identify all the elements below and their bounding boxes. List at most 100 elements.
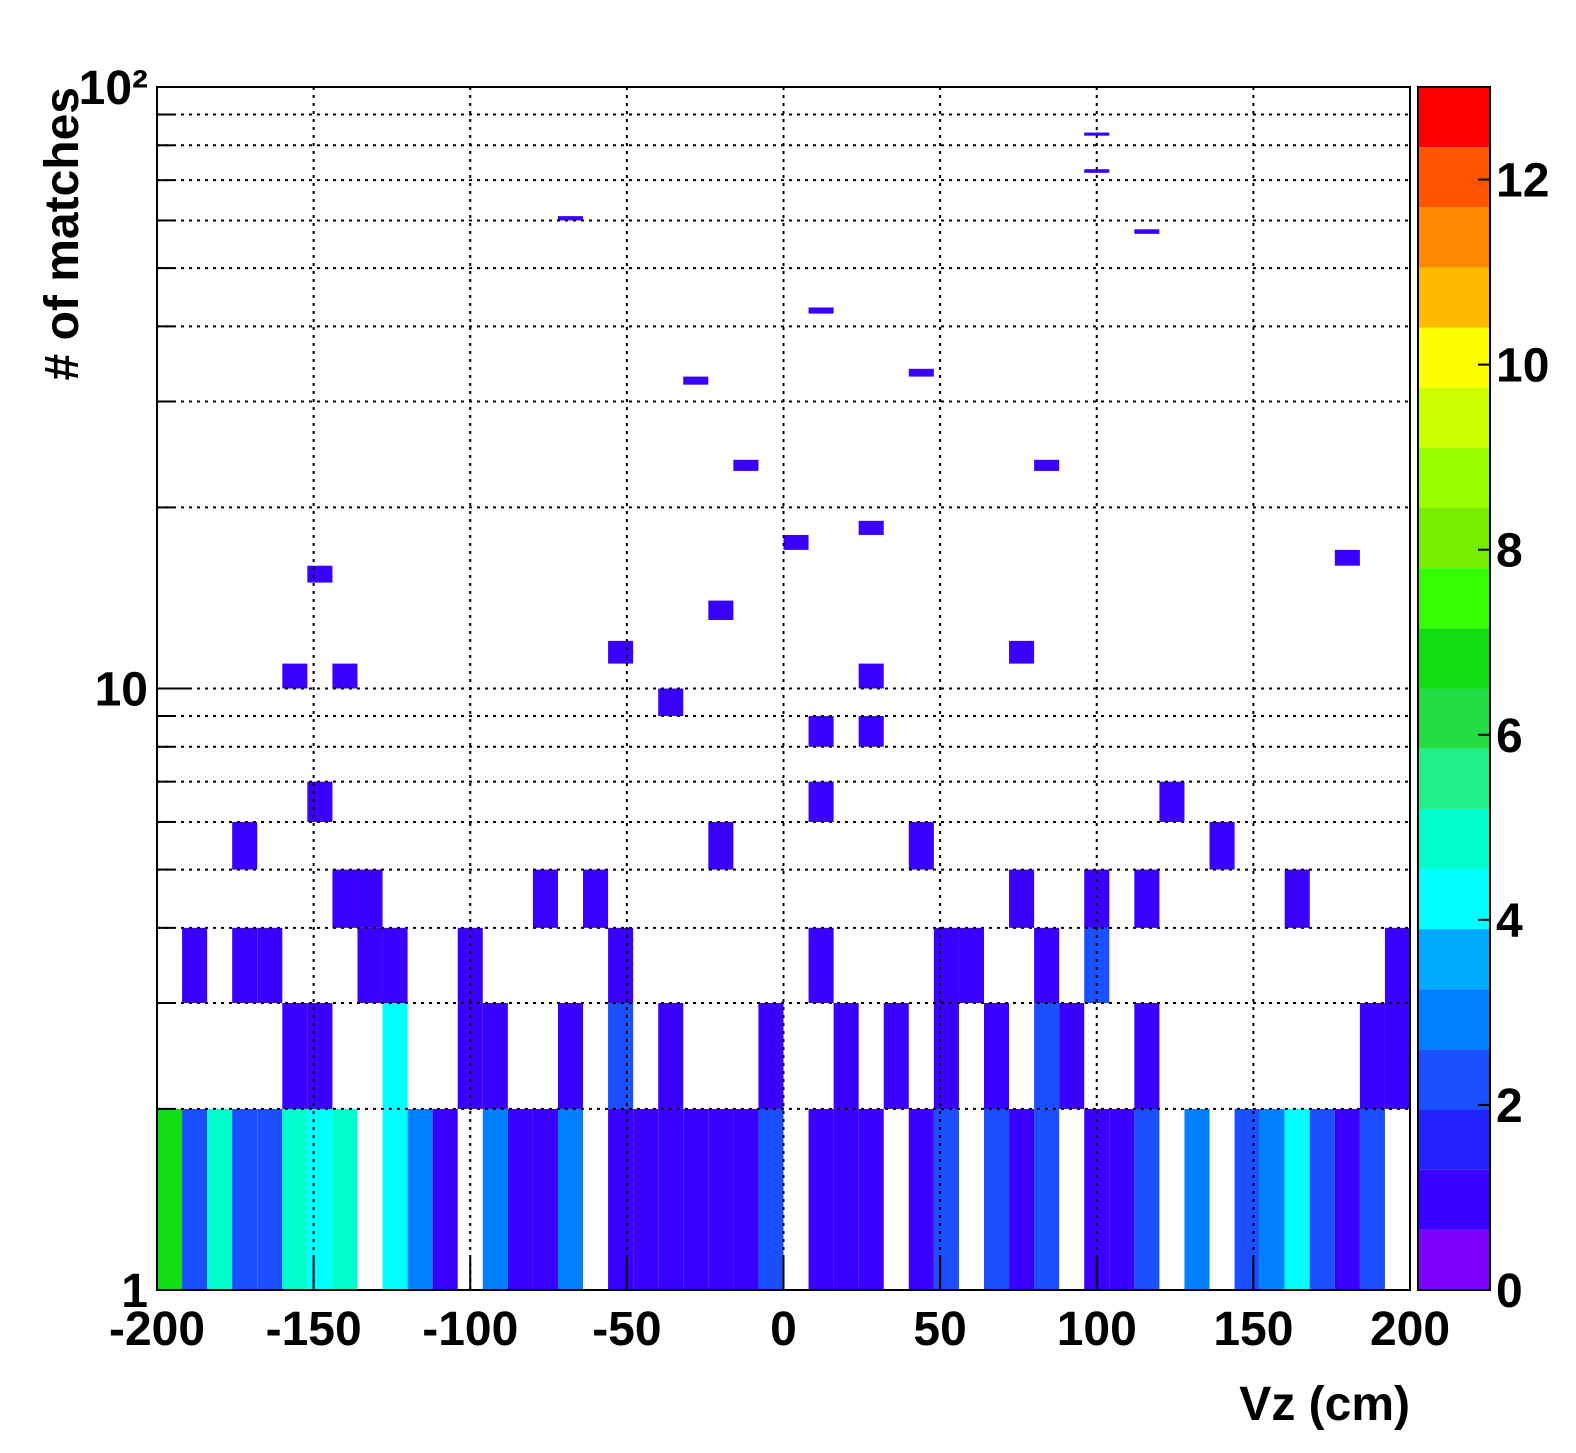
palette-band xyxy=(1418,688,1490,749)
y-tick-label: 10² xyxy=(79,62,148,115)
heatmap-cell xyxy=(1234,1108,1260,1290)
heatmap-cell xyxy=(708,821,734,870)
heatmap-cell xyxy=(307,1003,333,1109)
heatmap-cell xyxy=(282,1108,308,1290)
heatmap-cell xyxy=(1284,1108,1310,1290)
heatmap-cell xyxy=(808,1108,834,1290)
heatmap-cell xyxy=(1134,229,1160,234)
x-tick-label: 200 xyxy=(1370,1303,1450,1356)
z-tick-label: 4 xyxy=(1496,895,1523,948)
heatmap-cell xyxy=(933,927,959,1004)
heatmap-cell xyxy=(858,716,884,747)
heatmap-cell xyxy=(983,1003,1010,1109)
palette-band xyxy=(1418,387,1490,448)
y-tick-label: 10 xyxy=(95,664,148,717)
heatmap-cell xyxy=(808,307,834,314)
heatmap-cell xyxy=(332,1108,358,1290)
z-tick-label: 8 xyxy=(1496,525,1523,578)
palette-band xyxy=(1418,1049,1490,1110)
x-axis-label: Vz (cm) xyxy=(1239,1378,1410,1431)
y-axis-label: # of matches xyxy=(36,87,89,380)
palette-band xyxy=(1418,568,1490,629)
heatmap-cell xyxy=(1334,549,1360,566)
heatmap-cell xyxy=(733,459,759,471)
heatmap-cell xyxy=(1009,869,1035,928)
heatmap-cell xyxy=(1034,1108,1060,1290)
heatmap-cell xyxy=(1009,640,1035,664)
heatmap-cell xyxy=(307,565,333,583)
heatmap-cell xyxy=(232,1108,258,1290)
palette-band xyxy=(1418,1169,1490,1230)
heatmap-cell xyxy=(1384,927,1410,1004)
heatmap-cell xyxy=(357,927,383,1004)
z-tick-label: 2 xyxy=(1496,1080,1523,1133)
heatmap-cell xyxy=(557,1003,584,1109)
heatmap-cell xyxy=(182,927,208,1004)
palette-band xyxy=(1418,1109,1490,1170)
heatmap-cell xyxy=(1109,1108,1135,1290)
palette-band xyxy=(1418,147,1490,208)
colorbar-frame xyxy=(1417,86,1491,1291)
x-tick-label: -50 xyxy=(592,1303,661,1356)
heatmap-cell xyxy=(1209,821,1235,870)
heatmap-cell xyxy=(883,1003,909,1109)
palette-band xyxy=(1418,989,1490,1050)
heatmap-cell xyxy=(808,781,834,822)
heatmap-cell xyxy=(683,376,709,385)
heatmap-cell xyxy=(282,663,308,689)
palette-band xyxy=(1418,327,1490,388)
heatmap-cell xyxy=(833,1003,859,1109)
heatmap-cell xyxy=(1009,1108,1035,1290)
heatmap-cell xyxy=(983,1108,1010,1290)
heatmap-cell xyxy=(557,1108,584,1290)
palette-band xyxy=(1418,628,1490,689)
heatmap-cell xyxy=(908,1108,934,1290)
x-tick-label: -100 xyxy=(422,1303,518,1356)
palette-band xyxy=(1418,447,1490,509)
heatmap-cell xyxy=(933,1108,959,1290)
heatmap-cell xyxy=(1184,1108,1210,1290)
heatmap-cell xyxy=(1134,1003,1160,1109)
heatmap-cell xyxy=(1134,1108,1160,1290)
palette-band xyxy=(1418,207,1490,268)
heatmap-cell xyxy=(407,1108,433,1290)
palette-band xyxy=(1418,748,1490,809)
heatmap-cell xyxy=(933,1003,959,1109)
heatmap-cell xyxy=(633,1108,659,1290)
heatmap-cell xyxy=(908,368,934,377)
heatmap-cell xyxy=(1259,1108,1285,1290)
heatmap-cell xyxy=(232,927,258,1004)
heatmap-cell xyxy=(307,1108,333,1290)
heatmap-cell xyxy=(858,663,884,689)
heatmap-cell xyxy=(457,927,483,1004)
heatmap-cell xyxy=(207,1108,233,1290)
heatmap-cell xyxy=(482,1108,508,1290)
heatmap-cell xyxy=(1334,1108,1360,1290)
heatmap-cell xyxy=(783,534,809,550)
heatmap-cell xyxy=(1134,869,1160,928)
heatmap-cell xyxy=(583,869,609,928)
heatmap-cell xyxy=(733,1108,759,1290)
heatmap-cell xyxy=(432,1108,458,1290)
x-tick-label: -150 xyxy=(266,1303,362,1356)
heatmap-cell xyxy=(858,520,884,535)
heatmap-cell xyxy=(808,716,834,747)
heatmap-cell xyxy=(1034,1003,1060,1109)
heatmap-cell xyxy=(482,1003,508,1109)
heatmap-cell xyxy=(182,1108,208,1290)
heatmap-cell xyxy=(608,1003,634,1109)
x-tick-label: 100 xyxy=(1057,1303,1137,1356)
z-tick-label: 6 xyxy=(1496,710,1523,763)
z-tick-label: 12 xyxy=(1496,155,1549,208)
z-tick-label: 10 xyxy=(1496,340,1549,393)
heatmap-cell xyxy=(257,1108,283,1290)
heatmap-cell xyxy=(1359,1003,1385,1109)
heatmap-cell xyxy=(282,1003,308,1109)
heatmap-cell xyxy=(858,1108,884,1290)
heatmap-cell xyxy=(1059,1003,1085,1109)
heatmap-cell xyxy=(608,640,634,664)
heatmap-cell xyxy=(307,781,333,822)
cells xyxy=(157,132,1410,1290)
heatmap-cell xyxy=(958,927,984,1004)
